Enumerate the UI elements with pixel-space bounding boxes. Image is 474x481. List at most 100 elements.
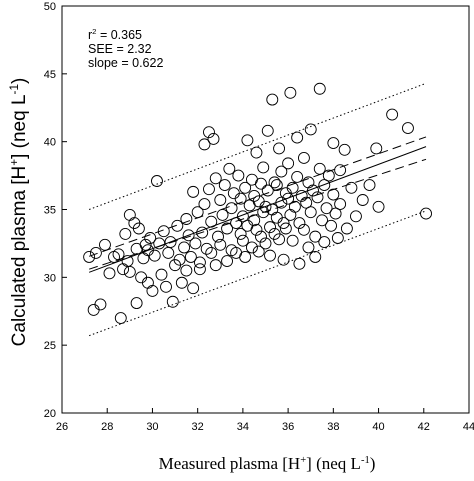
data-point (225, 202, 238, 215)
data-point (345, 181, 358, 194)
data-point (248, 214, 261, 227)
data-point (266, 93, 279, 106)
data-point (132, 222, 145, 235)
y-tick-label: 50 (44, 1, 56, 13)
data-point (255, 177, 267, 190)
data-point (160, 280, 172, 293)
data-point (212, 230, 224, 243)
data-point (148, 249, 161, 262)
data-point (286, 234, 299, 247)
data-point (236, 234, 249, 247)
data-point (334, 198, 347, 211)
data-point (318, 179, 331, 192)
data-point (255, 230, 267, 243)
data-point (264, 249, 276, 262)
data-point (331, 232, 344, 244)
data-point (114, 312, 127, 324)
data-point (282, 192, 295, 205)
data-point (193, 263, 206, 276)
data-point (83, 251, 96, 263)
data-point (259, 237, 272, 250)
data-point (203, 126, 215, 139)
data-point (295, 189, 308, 202)
data-point (144, 232, 157, 244)
data-point (372, 200, 385, 213)
x-tick-label: 28 (101, 421, 113, 433)
data-point (264, 221, 276, 234)
data-point (313, 82, 326, 95)
y-tick-label: 25 (44, 340, 56, 352)
data-point (297, 223, 310, 236)
data-point (214, 238, 227, 251)
data-point (218, 179, 231, 192)
data-point (277, 217, 290, 230)
data-point (307, 184, 319, 197)
data-point (209, 259, 222, 272)
y-axis: 20 25 30 35 40 45 50 (44, 1, 67, 420)
data-point (329, 207, 342, 220)
data-point (356, 194, 369, 206)
annotation-r2: r2 = 0.365 (88, 27, 142, 42)
data-point (284, 86, 297, 99)
data-point (184, 251, 197, 263)
data-point (173, 253, 186, 266)
data-point (309, 251, 322, 263)
x-tick-label: 38 (327, 421, 339, 433)
y-tick-label: 20 (44, 408, 56, 420)
data-point (130, 297, 143, 310)
data-point (270, 179, 283, 192)
annotation-slope: slope = 0.622 (88, 56, 163, 70)
data-point (302, 241, 315, 254)
data-point (268, 176, 281, 189)
data-point (182, 229, 195, 242)
data-point (94, 298, 107, 311)
data-point (112, 248, 125, 261)
y-tick-label: 30 (44, 272, 56, 284)
data-point (277, 253, 290, 266)
data-point (318, 236, 331, 249)
data-point (214, 194, 227, 206)
data-point (309, 230, 322, 243)
y-tick-label: 40 (44, 137, 56, 149)
data-point (230, 217, 243, 230)
data-point (340, 222, 353, 235)
data-point (196, 226, 209, 239)
data-point (257, 161, 270, 174)
data-point (89, 246, 102, 259)
data-point (259, 200, 272, 213)
data-point (146, 284, 159, 297)
data-point (241, 134, 254, 147)
data-point (420, 207, 432, 220)
data-point (313, 162, 326, 175)
data-point (273, 142, 286, 155)
data-point (286, 181, 299, 194)
data-point (316, 214, 328, 227)
data-point (236, 210, 249, 223)
data-point (155, 268, 168, 281)
y-axis-label: Calculated plasma [H+] (neq L-1) (8, 78, 30, 347)
data-point (221, 255, 234, 268)
data-point (221, 222, 234, 235)
data-point (205, 215, 218, 228)
annotation-see: SEE = 2.32 (88, 42, 152, 56)
data-point (209, 172, 222, 185)
data-point (245, 241, 258, 254)
x-tick-label: 40 (372, 421, 384, 433)
data-point (193, 256, 206, 269)
data-point (402, 122, 414, 135)
x-tick-label: 30 (146, 421, 158, 433)
x-tick-label: 34 (237, 421, 249, 433)
data-point (300, 196, 313, 209)
data-point (139, 238, 152, 251)
data-point (119, 227, 132, 240)
data-point (288, 200, 301, 213)
data-point (273, 233, 286, 246)
data-point (205, 246, 218, 259)
data-point (338, 143, 351, 156)
data-point (187, 282, 200, 295)
data-point (252, 245, 265, 258)
data-point (250, 223, 263, 236)
data-point (297, 151, 310, 164)
data-point (234, 227, 247, 240)
